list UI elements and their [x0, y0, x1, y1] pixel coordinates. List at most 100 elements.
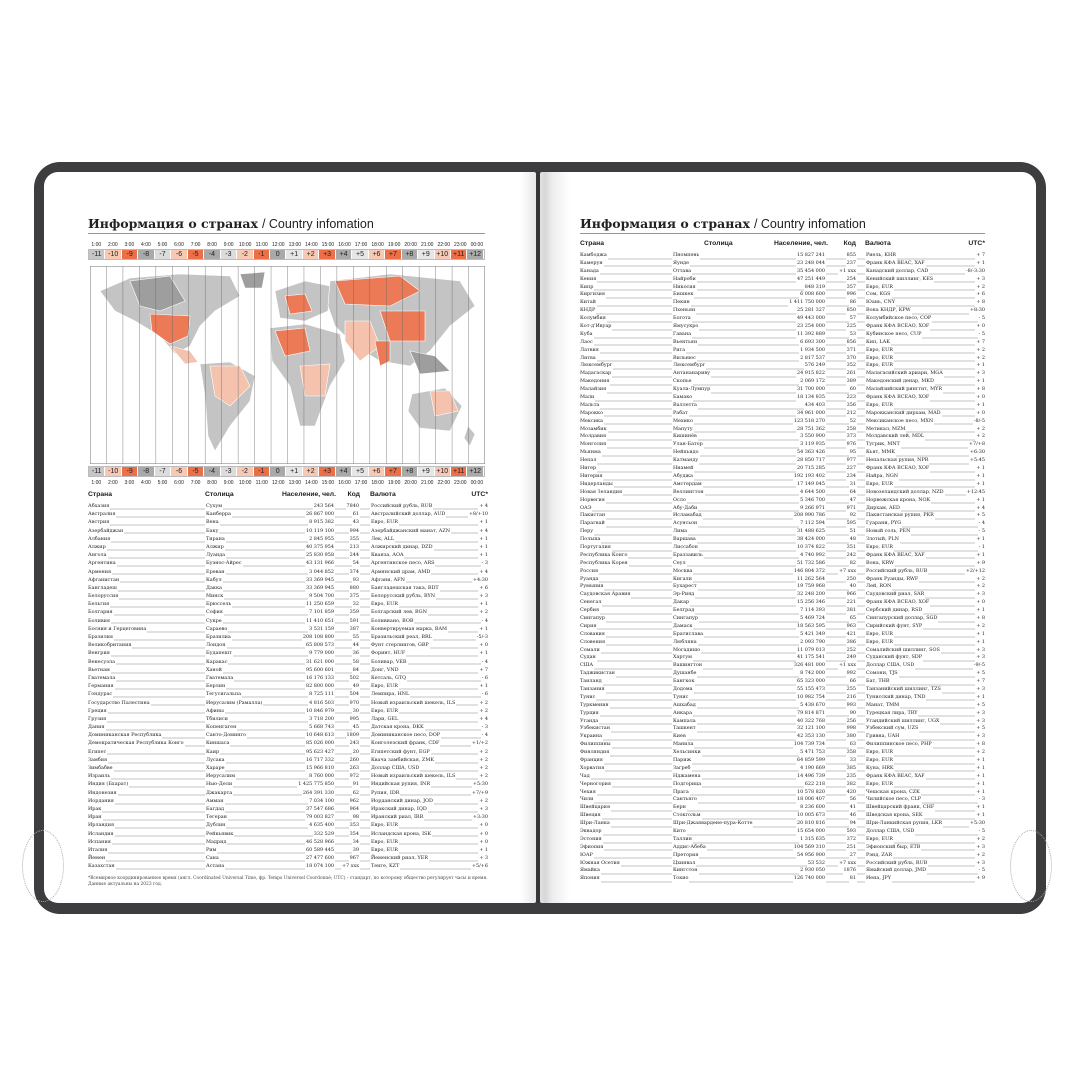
code-cell: 227 — [845, 465, 857, 473]
population-cell: 8 725 111 — [308, 690, 335, 699]
utc-cell: - 3 — [977, 796, 986, 805]
col-utc: UTC* — [471, 491, 488, 498]
utc-offset-cell: +7 — [385, 250, 402, 259]
population-cell: 40 322 768 — [795, 717, 826, 726]
country-cell: Чили — [579, 796, 595, 805]
currency-cell: Эфиопский быр, ETB — [865, 843, 922, 852]
table-row: Южная Осетия Цхинвал 53 532 +7 xxx Российски… — [579, 859, 986, 868]
country-cell: Казахстан — [87, 862, 116, 871]
country-cell: Ирландия — [87, 821, 116, 830]
country-cell: Исландия — [87, 829, 115, 838]
table-row: Кения Найроби 47 251 449 254 Кенийский шилли… — [579, 275, 986, 284]
code-cell: 36 — [351, 649, 360, 658]
utc-cell: + 2 — [975, 346, 986, 355]
utc-offset-cell: +4 — [335, 250, 353, 259]
country-cell: Австралия — [87, 510, 117, 519]
country-cell: Швейцария — [579, 804, 612, 813]
currency-cell: Евро, EUR — [865, 480, 894, 489]
utc-cell: + 5 — [975, 701, 986, 710]
utc-cell: + 8 — [975, 299, 986, 308]
table-row: Зимбабве Хараре 15 966 810 263 Доллар США, U… — [87, 764, 489, 773]
country-cell: ЮАР — [579, 851, 594, 860]
utc-cell: + 4 — [478, 502, 489, 511]
currency-cell: Вона, KRW — [865, 559, 896, 568]
utc-cell: + 1 — [975, 757, 986, 765]
population-cell: 208 990 786 — [792, 512, 826, 521]
capital-cell: Тегеран — [205, 813, 228, 822]
population-cell: 55 155 473 — [795, 685, 826, 694]
table-row: Сербия Белград 7 114 393 381 Сербский динар,… — [579, 607, 986, 615]
table-row: Чили Сантьяго 18 006 407 56 Чилийское песо, … — [579, 796, 986, 805]
country-cell: Шри-Ланка — [579, 820, 611, 829]
utc-cell: +1/+2 — [470, 739, 489, 748]
table-row: Израиль Иерусалим 8 760 000 972 Новый израил… — [87, 772, 489, 781]
code-cell: 850 — [845, 307, 857, 316]
table-row: Боливия Сукре 11 410 651 591 Боливиано, BOB -… — [87, 616, 489, 625]
utc-cell: + 1 — [975, 536, 986, 544]
population-cell: 18 074 100 — [304, 862, 335, 871]
capital-cell: Люксембург — [672, 362, 707, 371]
utc-cell: + 1 — [975, 465, 986, 473]
utc-offset-cell: +2 — [302, 250, 320, 259]
country-cell: Кипр — [579, 283, 595, 292]
population-cell: 1 411 750 000 — [788, 299, 826, 308]
time-label: 5:00 — [157, 242, 168, 248]
time-label: 20:00 — [404, 480, 417, 486]
capital-cell: Гватемала — [205, 673, 235, 683]
country-cell: Сенегал — [579, 599, 603, 608]
table-row: Босния и Герцеговина Сараево 3 531 159 387 К… — [87, 624, 489, 634]
code-cell: 82 — [848, 559, 857, 568]
time-label: 9:00 — [223, 480, 234, 486]
currency-cell: Гуарани, PYG — [865, 520, 903, 529]
table-row: Украина Киев 42 353 130 380 Гривна, UAH + 3 — [579, 733, 986, 742]
time-label: 13:00 — [288, 242, 302, 248]
population-cell: 64 859 599 — [795, 757, 826, 765]
currency-cell: Чешская крона, CZK — [865, 788, 921, 797]
population-cell: 123 518 270 — [792, 417, 826, 426]
country-cell: Япония — [579, 875, 601, 884]
country-cell: Нидерланды — [579, 480, 614, 489]
currency-cell: Танзанийский шиллинг, TZS — [865, 685, 942, 694]
currency-cell: Марокканский дирхам, MAD — [865, 409, 942, 418]
country-table-left: Абхазия Сухум 243 564 7840 Российский рубль,… — [87, 502, 489, 871]
capital-cell: Баку — [205, 526, 220, 535]
capital-cell: Могадишо — [672, 646, 702, 655]
currency-cell: Новый соль, PEN — [865, 528, 912, 537]
table-row: Республика Конго Браззавиль 4 740 992 242 Фр… — [579, 551, 986, 560]
code-cell: 382 — [845, 780, 857, 789]
utc-offset-cell: -1 — [253, 467, 270, 476]
utc-cell: + 8 — [975, 386, 986, 395]
country-cell: Словакия — [579, 630, 606, 639]
capital-cell: Берн — [672, 804, 687, 813]
country-cell: Непал — [579, 457, 598, 466]
capital-cell: Лусака — [205, 755, 226, 765]
table-row: Нигерия Абуджа 192 193 402 234 Найра, NGN + 1 — [579, 472, 986, 481]
capital-cell: Таллин — [672, 835, 693, 844]
capital-cell: Сухум — [205, 502, 224, 511]
country-cell: Индонезия — [87, 788, 118, 797]
utc-cell: - 3 — [480, 723, 489, 732]
utc-cell: + 2 — [975, 622, 986, 631]
code-cell: 63 — [848, 741, 857, 750]
capital-cell: Веллингтон — [672, 488, 705, 497]
country-cell: Израиль — [87, 772, 112, 781]
population-cell: 37 547 686 — [304, 804, 335, 814]
utc-cell: + 1 — [478, 542, 489, 552]
utc-cell: + 0 — [975, 409, 986, 418]
code-cell: 54 — [351, 559, 360, 568]
time-label: 5:00 — [157, 480, 168, 486]
utc-cell: +5/+6 — [470, 862, 489, 871]
population-cell: 332 529 — [312, 829, 335, 838]
table-row: Казахстан Астана 18 074 100 +7 xxx Тенге, KZ… — [87, 862, 489, 871]
code-cell: 66 — [848, 678, 857, 686]
population-cell: 10 119 100 — [304, 526, 335, 535]
code-cell: 39 — [351, 845, 360, 855]
utc-offset-cell: -9 — [121, 467, 139, 476]
population-cell: 49 443 000 — [795, 315, 826, 324]
code-cell: 996 — [845, 291, 857, 300]
population-cell: 7 101 859 — [308, 608, 335, 617]
utc-offset-cell: +9 — [418, 250, 435, 259]
population-cell: 3 531 159 — [308, 624, 335, 634]
table-row: Мексика Мехико 123 518 270 52 Мексиканское п… — [579, 417, 986, 426]
country-cell: Швеция — [579, 812, 602, 821]
